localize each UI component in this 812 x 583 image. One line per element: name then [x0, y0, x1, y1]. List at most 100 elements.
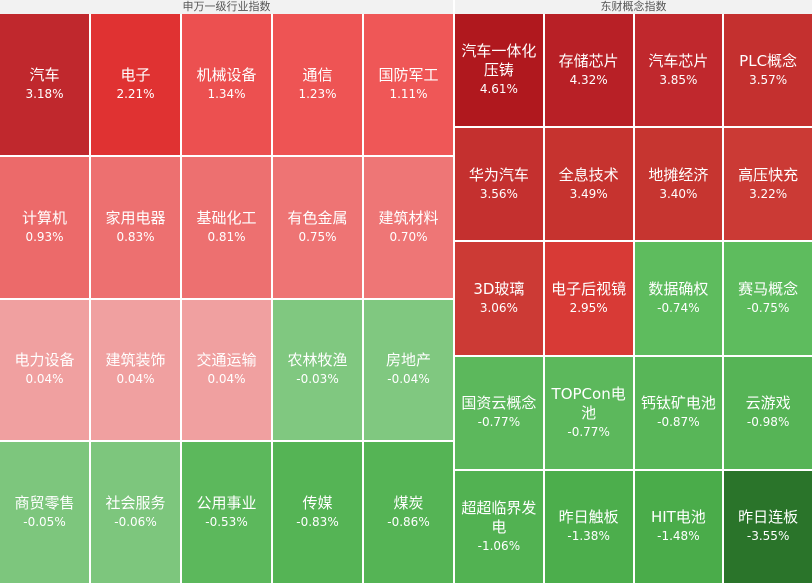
heatmap-cell[interactable]: 电子 2.21%: [91, 14, 180, 155]
heatmap-cell[interactable]: 国资云概念 -0.77%: [455, 356, 543, 469]
heatmap-cell[interactable]: 钙钛矿电池 -0.87%: [634, 356, 723, 469]
cell-name: 存储芯片: [558, 51, 619, 70]
cell-name: 房地产: [385, 351, 431, 370]
heatmap-cell[interactable]: 云游戏 -0.98%: [724, 356, 812, 469]
cell-name: 电子后视镜: [551, 279, 627, 298]
cell-name: 汽车: [29, 65, 60, 84]
heatmap-cell[interactable]: 基础化工 0.81%: [182, 156, 271, 298]
cell-name: 3D玻璃: [473, 279, 525, 298]
heatmap-cell[interactable]: 超超临界发电 -1.06%: [455, 470, 543, 583]
industry-panel: 申万一级行业指数 汽车 3.18% 电子 2.21% 机械设备 1.34% 通信 1.23% 国…: [0, 0, 453, 583]
heatmap-cell[interactable]: 3D玻璃 3.06%: [455, 242, 543, 355]
heatmap-cell[interactable]: 公用事业 -0.53%: [182, 442, 271, 583]
cell-name: 地摊经济: [648, 165, 709, 184]
heatmap-cell[interactable]: 计算机 0.93%: [0, 156, 89, 298]
heatmap-cell[interactable]: 建筑装饰 0.04%: [91, 299, 180, 441]
cell-change: 4.32%: [569, 72, 608, 87]
cell-change: 0.04%: [116, 372, 155, 387]
cell-name: 家用电器: [105, 208, 166, 227]
heatmap-cell[interactable]: 昨日触板 -1.38%: [544, 470, 633, 583]
heatmap-cell[interactable]: 全息技术 3.49%: [544, 128, 633, 241]
concept-panel: 东财概念指数 汽车一体化压铸 4.61% 存储芯片 4.32% 汽车芯片 3.85% PLC…: [455, 0, 812, 583]
cell-change: 0.81%: [207, 229, 246, 244]
cell-change: 1.23%: [298, 86, 337, 101]
cell-name: 数据确权: [648, 279, 709, 298]
cell-name: 汽车芯片: [648, 51, 709, 70]
cell-change: 3.06%: [479, 300, 518, 315]
heatmap-cell[interactable]: 机械设备 1.34%: [182, 14, 271, 155]
cell-name: 农林牧渔: [287, 351, 348, 370]
heatmap-cell[interactable]: 汽车芯片 3.85%: [634, 14, 723, 127]
heatmap-cell[interactable]: 国防军工 1.11%: [364, 14, 453, 155]
cell-change: -0.83%: [296, 515, 339, 530]
cell-change: 3.85%: [659, 72, 698, 87]
cell-change: -0.77%: [567, 424, 610, 439]
heatmap-cell[interactable]: 昨日连板 -3.55%: [724, 470, 812, 583]
heatmap-cell[interactable]: 汽车 3.18%: [0, 14, 89, 155]
cell-change: 0.70%: [389, 229, 428, 244]
cell-name: 商贸零售: [14, 494, 75, 513]
cell-change: 3.56%: [479, 186, 518, 201]
cell-name: 高压快充: [738, 165, 799, 184]
heatmap-cell[interactable]: 华为汽车 3.56%: [455, 128, 543, 241]
cell-name: 传媒: [302, 494, 333, 513]
cell-name: 建筑材料: [378, 208, 439, 227]
heatmap-cell[interactable]: 商贸零售 -0.05%: [0, 442, 89, 583]
cell-change: -0.03%: [296, 372, 339, 387]
cell-change: -1.48%: [657, 529, 700, 544]
cell-name: 基础化工: [196, 208, 257, 227]
heatmap-cell[interactable]: 存储芯片 4.32%: [544, 14, 633, 127]
heatmap-cell[interactable]: 有色金属 0.75%: [273, 156, 362, 298]
cell-change: 3.22%: [749, 186, 788, 201]
cell-change: -1.38%: [567, 529, 610, 544]
heatmap-cell[interactable]: 汽车一体化压铸 4.61%: [455, 14, 543, 127]
cell-change: -0.74%: [657, 300, 700, 315]
cell-name: PLC概念: [739, 51, 798, 70]
cell-name: 公用事业: [196, 494, 257, 513]
cell-change: -0.04%: [387, 372, 430, 387]
cell-name: 国防军工: [378, 65, 439, 84]
heatmap-cell[interactable]: 煤炭 -0.86%: [364, 442, 453, 583]
cell-change: 0.75%: [298, 229, 337, 244]
heatmap-cell[interactable]: 家用电器 0.83%: [91, 156, 180, 298]
cell-change: -0.98%: [746, 415, 790, 430]
cell-change: 0.04%: [25, 372, 64, 387]
heatmap-cell[interactable]: 电子后视镜 2.95%: [544, 242, 633, 355]
cell-change: -1.06%: [477, 538, 521, 553]
cell-change: 0.83%: [116, 229, 155, 244]
heatmap-cell[interactable]: 赛马概念 -0.75%: [724, 242, 812, 355]
cell-change: 3.57%: [749, 72, 788, 87]
cell-change: -3.55%: [746, 529, 790, 544]
cell-name: 云游戏: [745, 394, 791, 413]
cell-name: 超超临界发电: [461, 498, 537, 536]
cell-name: 机械设备: [196, 65, 257, 84]
cell-change: -0.87%: [657, 415, 700, 430]
cell-change: 2.21%: [116, 86, 155, 101]
heatmap-cell[interactable]: 数据确权 -0.74%: [634, 242, 723, 355]
cell-change: 1.34%: [207, 86, 246, 101]
heatmap-cell[interactable]: 地摊经济 3.40%: [634, 128, 723, 241]
heatmap-cell[interactable]: HIT电池 -1.48%: [634, 470, 723, 583]
heatmap-cell[interactable]: 交通运输 0.04%: [182, 299, 271, 441]
heatmap-cell[interactable]: 电力设备 0.04%: [0, 299, 89, 441]
heatmap-cell[interactable]: TOPCon电池 -0.77%: [544, 356, 633, 469]
heatmap-cell[interactable]: 房地产 -0.04%: [364, 299, 453, 441]
cell-name: 华为汽车: [468, 165, 529, 184]
heatmap-cell[interactable]: 通信 1.23%: [273, 14, 362, 155]
cell-name: 社会服务: [105, 494, 166, 513]
heatmap-cell[interactable]: 农林牧渔 -0.03%: [273, 299, 362, 441]
cell-name: 电力设备: [14, 351, 75, 370]
heatmap-grid: 汽车 3.18% 电子 2.21% 机械设备 1.34% 通信 1.23% 国防军工 1.11% 计…: [0, 14, 453, 583]
heatmap-cell[interactable]: 社会服务 -0.06%: [91, 442, 180, 583]
cell-name: 全息技术: [558, 165, 619, 184]
cell-name: 汽车一体化压铸: [461, 42, 537, 80]
cell-change: 3.18%: [25, 86, 64, 101]
heatmap-cell[interactable]: 高压快充 3.22%: [724, 128, 812, 241]
cell-change: 1.11%: [389, 86, 428, 101]
cell-change: -0.06%: [114, 515, 157, 530]
cell-change: 3.40%: [659, 186, 698, 201]
heatmap-cell[interactable]: 传媒 -0.83%: [273, 442, 362, 583]
heatmap-cell[interactable]: PLC概念 3.57%: [724, 14, 812, 127]
cell-name: 昨日连板: [738, 508, 799, 527]
heatmap-cell[interactable]: 建筑材料 0.70%: [364, 156, 453, 298]
